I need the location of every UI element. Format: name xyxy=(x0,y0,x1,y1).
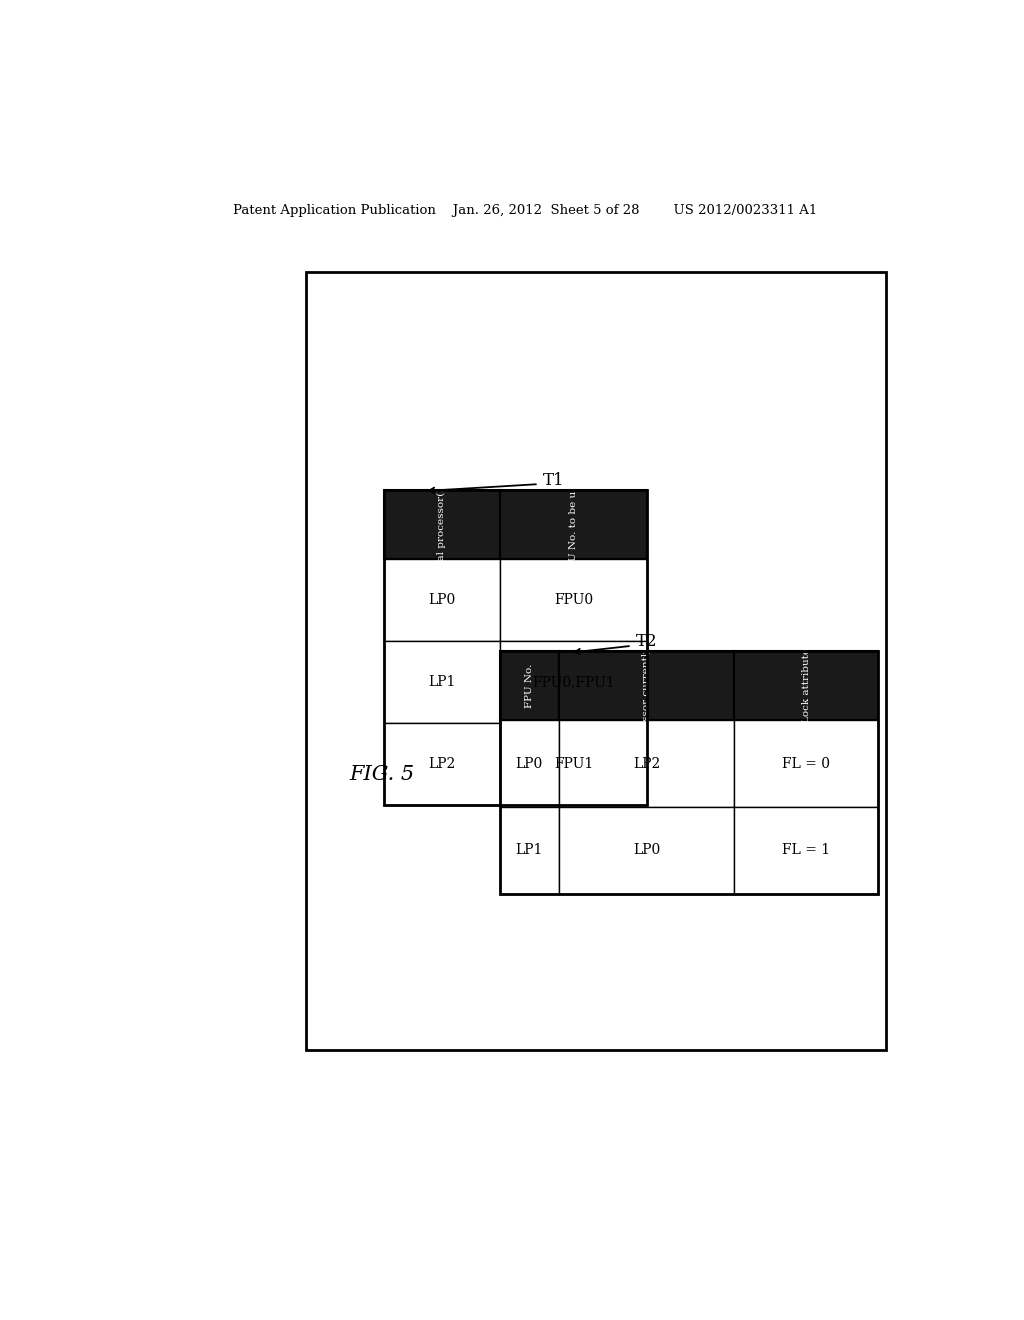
Text: LP1: LP1 xyxy=(516,843,543,858)
Bar xyxy=(500,723,647,805)
Bar xyxy=(500,721,559,807)
Bar xyxy=(500,807,559,894)
Text: LP1: LP1 xyxy=(428,675,456,689)
Text: T1: T1 xyxy=(543,471,564,488)
Text: LP2: LP2 xyxy=(428,758,456,771)
Bar xyxy=(306,272,886,1051)
Bar xyxy=(734,807,879,894)
Bar xyxy=(500,651,879,894)
Text: FIG. 5: FIG. 5 xyxy=(349,764,414,784)
Text: FPU No. to be used: FPU No. to be used xyxy=(569,473,578,576)
Text: T2: T2 xyxy=(636,634,657,651)
Bar xyxy=(500,558,647,642)
Text: Lock attribute: Lock attribute xyxy=(802,648,811,723)
Text: FL = 0: FL = 0 xyxy=(782,756,830,771)
Text: Virtual processor(LPID): Virtual processor(LPID) xyxy=(437,462,446,587)
Bar xyxy=(734,651,879,721)
Text: Patent Application Publication    Jan. 26, 2012  Sheet 5 of 28        US 2012/00: Patent Application Publication Jan. 26, … xyxy=(232,205,817,218)
Text: LP0: LP0 xyxy=(428,593,456,607)
Bar xyxy=(384,642,500,723)
Bar xyxy=(559,651,734,721)
Bar xyxy=(384,490,500,558)
Text: FPU No.: FPU No. xyxy=(525,664,534,708)
Bar xyxy=(559,807,734,894)
Text: LP0: LP0 xyxy=(633,843,660,858)
Text: Virtual processor currently used (LPID): Virtual processor currently used (LPID) xyxy=(642,581,651,791)
Text: FPU0,FPU1: FPU0,FPU1 xyxy=(532,675,614,689)
Bar xyxy=(384,558,500,642)
Bar xyxy=(500,642,647,723)
Text: FPU0: FPU0 xyxy=(554,593,593,607)
Text: LP2: LP2 xyxy=(633,756,660,771)
Bar xyxy=(559,721,734,807)
Bar xyxy=(384,723,500,805)
Text: FPU1: FPU1 xyxy=(554,758,593,771)
Bar xyxy=(384,490,647,805)
Text: LP0: LP0 xyxy=(516,756,543,771)
Bar xyxy=(500,490,647,558)
Text: FL = 1: FL = 1 xyxy=(782,843,830,858)
Bar xyxy=(500,651,559,721)
Bar xyxy=(734,721,879,807)
